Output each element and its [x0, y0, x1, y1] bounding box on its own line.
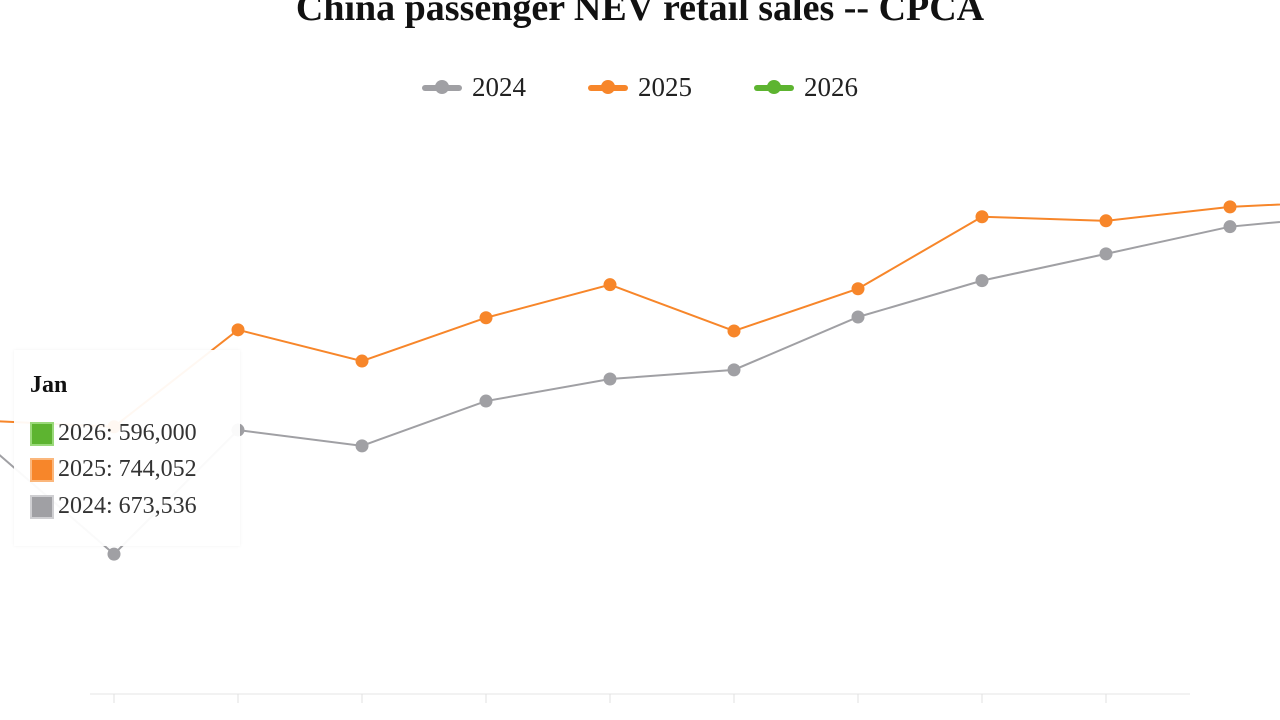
tooltip-row-2026: 2026: 596,000	[30, 420, 197, 447]
data-point-2024[interactable]	[603, 372, 617, 386]
data-point-2024[interactable]	[107, 547, 121, 561]
color-swatch-icon	[30, 494, 54, 519]
legend-line-marker-icon	[754, 79, 794, 94]
tooltip-value: 2026: 596,000	[58, 420, 197, 446]
series-line-2025	[0, 203, 1280, 428]
data-point-2025[interactable]	[727, 324, 741, 338]
legend: 2024 2025 2026	[0, 72, 1280, 103]
data-point-2025[interactable]	[355, 354, 369, 368]
data-point-2025[interactable]	[851, 282, 865, 296]
legend-line-marker-icon	[588, 79, 628, 94]
data-point-2024[interactable]	[727, 363, 741, 377]
data-point-2025[interactable]	[231, 323, 245, 337]
tooltip-value: 2024: 673,536	[58, 493, 197, 519]
data-point-2025[interactable]	[603, 278, 617, 292]
legend-item-2026[interactable]: 2026	[754, 72, 858, 103]
data-point-2025[interactable]	[1223, 200, 1237, 214]
legend-line-marker-icon	[422, 79, 462, 94]
data-point-2024[interactable]	[1099, 247, 1113, 261]
data-point-2025[interactable]	[1099, 214, 1113, 228]
data-point-2025[interactable]	[479, 311, 493, 325]
legend-label: 2024	[472, 72, 526, 102]
tooltip: Jan 2026: 596,000 2025: 744,052 2024: 67…	[14, 350, 240, 546]
data-point-2024[interactable]	[479, 394, 493, 408]
tooltip-title: Jan	[30, 372, 68, 398]
legend-label: 2026	[804, 72, 858, 102]
chart-title: China passenger NEV retail sales -- CPCA	[295, 0, 985, 29]
data-point-2025[interactable]	[975, 210, 989, 224]
legend-item-2024[interactable]: 2024	[422, 72, 526, 103]
tooltip-value: 2025: 744,052	[58, 456, 197, 482]
color-swatch-icon	[30, 421, 54, 446]
tooltip-row-2025: 2025: 744,052	[30, 456, 197, 483]
legend-label: 2025	[638, 72, 692, 102]
data-point-2024[interactable]	[851, 310, 865, 324]
data-point-2024[interactable]	[1223, 220, 1237, 234]
legend-item-2025[interactable]: 2025	[588, 72, 692, 103]
color-swatch-icon	[30, 457, 54, 482]
tooltip-row-2024: 2024: 673,536	[30, 493, 197, 520]
data-point-2024[interactable]	[975, 274, 989, 288]
data-point-2024[interactable]	[355, 439, 369, 453]
